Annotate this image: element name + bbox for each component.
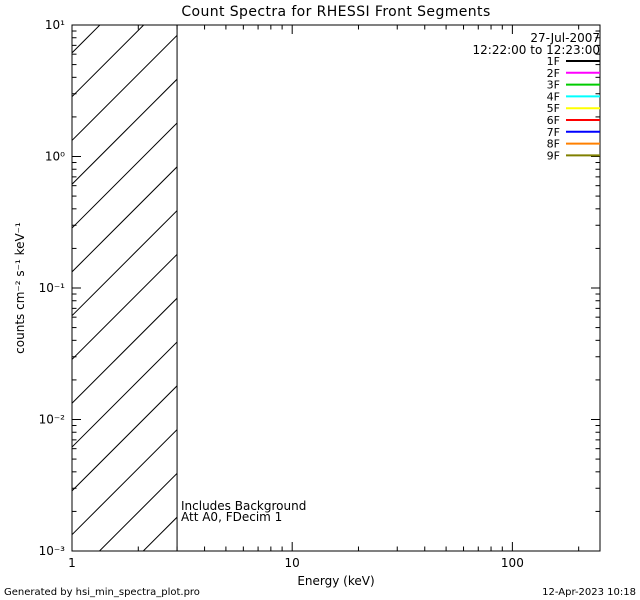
observation-date-label: 27-Jul-2007	[530, 31, 600, 45]
time-range-label: 12:22:00 to 12:23:00	[473, 43, 600, 57]
legend-item-label: 5F	[547, 102, 560, 115]
attenuator-note: Att A0, FDecim 1	[181, 510, 282, 524]
y-tick-label: 10⁻³	[39, 544, 66, 558]
x-tick-label: 10	[285, 556, 300, 570]
x-tick-label: 1	[68, 556, 76, 570]
legend-item-label: 8F	[547, 138, 560, 151]
legend-item-label: 4F	[547, 90, 560, 103]
y-tick-label: 10⁰	[45, 150, 65, 164]
legend-item-label: 7F	[547, 126, 560, 139]
y-tick-label: 10¹	[45, 18, 65, 32]
x-axis-label: Energy (keV)	[297, 574, 374, 588]
legend-item-label: 2F	[547, 67, 560, 80]
legend-item-label: 3F	[547, 79, 560, 92]
includes-background-note: Includes Background	[181, 499, 306, 513]
plot-frame	[71, 24, 601, 552]
y-tick-label: 10⁻²	[39, 413, 66, 427]
x-tick-label: 100	[501, 556, 524, 570]
generated-by-note: Generated by hsi_min_spectra_plot.pro	[4, 587, 200, 598]
y-axis-label: counts cm⁻² s⁻¹ keV⁻¹	[13, 222, 27, 354]
y-tick-label: 10⁻¹	[39, 281, 66, 295]
legend-item-label: 1F	[547, 55, 560, 68]
legend-item-label: 9F	[547, 149, 560, 162]
generation-timestamp: 12-Apr-2023 10:18	[542, 587, 636, 598]
chart-title: Count Spectra for RHESSI Front Segments	[181, 4, 490, 20]
legend-item-label: 6F	[547, 114, 560, 127]
